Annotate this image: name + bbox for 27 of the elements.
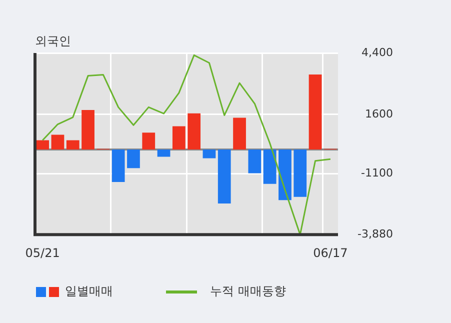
- x-tick-label: 05/21: [25, 246, 60, 260]
- y-tick-label: 1600: [365, 107, 393, 120]
- bar: [82, 110, 94, 150]
- bar: [202, 150, 216, 158]
- bar: [142, 132, 156, 150]
- bar: [218, 150, 231, 204]
- chart-title: 외국인: [35, 34, 71, 48]
- bar: [157, 150, 170, 157]
- bar: [172, 126, 186, 150]
- bar: [51, 134, 64, 150]
- bar: [308, 74, 322, 150]
- legend-label: 누적 매매동향: [210, 284, 286, 298]
- bar: [188, 113, 201, 150]
- bar: [233, 118, 246, 150]
- y-tick-label: -1100: [361, 166, 393, 180]
- bar: [263, 150, 276, 184]
- bar: [36, 140, 50, 150]
- x-tick-label: 06/17: [313, 246, 348, 260]
- bar: [248, 150, 262, 174]
- bar: [112, 150, 125, 182]
- bar: [127, 150, 140, 168]
- legend-label: 일별매매: [65, 284, 113, 298]
- y-tick-label: 4,400: [362, 46, 393, 59]
- bar: [294, 150, 307, 197]
- bar: [66, 140, 80, 150]
- y-tick-label: -3,880: [358, 227, 393, 240]
- bar: [278, 150, 292, 200]
